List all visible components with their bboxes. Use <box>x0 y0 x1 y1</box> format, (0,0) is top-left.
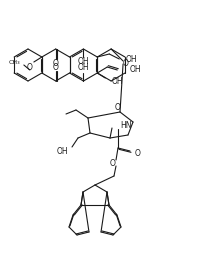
Text: O: O <box>27 63 33 72</box>
Text: O: O <box>115 102 120 111</box>
Text: O: O <box>122 58 127 67</box>
Text: OH: OH <box>125 55 136 64</box>
Text: O: O <box>53 63 58 72</box>
Text: OH: OH <box>111 76 122 85</box>
Text: O: O <box>53 58 58 67</box>
Text: CH₃: CH₃ <box>8 61 20 66</box>
Text: OH: OH <box>77 58 89 67</box>
Text: OH: OH <box>56 147 68 156</box>
Text: OH: OH <box>77 64 89 73</box>
Text: HN: HN <box>119 120 131 129</box>
Text: OH: OH <box>129 66 140 75</box>
Text: O: O <box>134 149 140 158</box>
Text: O: O <box>109 159 115 168</box>
